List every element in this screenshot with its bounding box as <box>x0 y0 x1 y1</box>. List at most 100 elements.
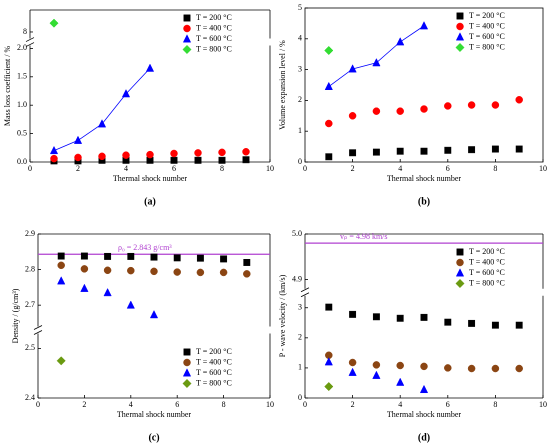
y-tick-label: 2.8 <box>25 264 35 273</box>
marker <box>149 310 159 319</box>
series-line <box>328 25 425 87</box>
marker <box>348 64 357 73</box>
marker <box>491 321 499 329</box>
legend-marker <box>182 378 192 389</box>
marker <box>372 313 380 321</box>
y-tick-label: 1 <box>298 126 302 135</box>
y-tick-label: 4.9 <box>292 274 302 283</box>
legend-marker <box>455 278 465 289</box>
x-tick-label: 2 <box>351 164 355 173</box>
marker <box>173 254 181 262</box>
legend-label: T = 200 °C <box>196 13 232 22</box>
y-tick-label: 2.0 <box>17 43 27 52</box>
y-tick-label: 2 <box>298 95 302 104</box>
y-tick-label: 1.5 <box>17 72 27 81</box>
y-tick-label: 2.9 <box>25 229 35 238</box>
marker <box>468 319 476 327</box>
marker <box>348 358 357 367</box>
y-axis-label: Density / (g/cm³) <box>11 288 20 343</box>
legend-marker <box>183 24 191 33</box>
marker <box>80 265 89 273</box>
panel-label: (a) <box>144 196 156 207</box>
marker <box>396 107 404 115</box>
marker <box>324 45 334 56</box>
marker <box>420 147 428 155</box>
axis-break-mark <box>300 287 310 293</box>
marker <box>325 153 333 161</box>
legend-label: T = 400 °C <box>469 257 505 266</box>
x-tick-label: 4 <box>398 400 402 409</box>
marker <box>194 149 202 157</box>
marker <box>349 149 357 157</box>
y-tick-label: 2.7 <box>25 300 35 309</box>
marker <box>80 283 89 292</box>
marker <box>49 145 59 155</box>
legend-marker <box>455 32 465 41</box>
marker <box>74 153 82 162</box>
marker <box>420 313 428 321</box>
marker <box>80 252 88 260</box>
marker <box>491 145 499 153</box>
marker <box>444 102 452 110</box>
legend-label: T = 400 °C <box>196 23 232 32</box>
marker <box>127 266 135 275</box>
legend-label: T = 600 °C <box>196 368 232 377</box>
x-tick-label: 6 <box>172 164 176 173</box>
marker <box>324 81 333 90</box>
marker <box>242 156 250 164</box>
legend-marker <box>182 44 192 55</box>
x-tick-label: 10 <box>539 164 547 173</box>
x-tick-label: 0 <box>303 400 307 409</box>
axis-break-gap <box>26 39 34 45</box>
legend-label: T = 800 °C <box>196 378 232 387</box>
marker <box>122 151 130 159</box>
marker <box>419 21 429 30</box>
axis-break-mark <box>25 42 35 47</box>
marker <box>396 147 404 155</box>
legend-marker <box>455 42 465 53</box>
marker <box>98 152 106 161</box>
marker <box>170 149 178 158</box>
legend-label: T = 800 °C <box>196 44 232 53</box>
y-tick-label: 2.4 <box>25 393 35 402</box>
marker <box>219 268 228 277</box>
x-tick-label: 6 <box>175 400 179 409</box>
x-tick-label: 4 <box>129 400 133 409</box>
legend-marker <box>456 12 464 20</box>
y-axis-label: Mass loss coefficient / % <box>3 46 12 127</box>
marker <box>220 255 228 263</box>
marker <box>103 266 112 275</box>
legend-marker <box>183 348 191 356</box>
marker <box>324 382 334 392</box>
reference-label: vₚ = 4.98 km/s <box>340 232 388 241</box>
marker <box>325 119 333 128</box>
marker <box>97 119 107 128</box>
marker <box>173 268 181 276</box>
x-axis-label: Thermal shock number <box>113 174 188 183</box>
legend-marker <box>456 22 464 31</box>
marker <box>243 259 251 266</box>
marker <box>396 361 404 370</box>
marker <box>57 276 66 285</box>
reference-label: ρ₀ = 2.843 g/cm³ <box>118 243 172 252</box>
legend-marker <box>182 368 192 377</box>
legend-label: T = 400 °C <box>469 21 505 30</box>
legend-label: T = 200 °C <box>469 247 505 256</box>
marker <box>126 300 135 309</box>
marker <box>218 148 226 157</box>
axis-break-mark <box>33 325 43 330</box>
legend-marker <box>456 258 464 267</box>
plot-frame <box>304 7 544 163</box>
marker <box>150 267 158 276</box>
marker <box>104 252 112 260</box>
marker <box>491 101 500 109</box>
y-tick-label: 4 <box>298 34 302 43</box>
x-tick-label: 4 <box>124 164 128 173</box>
x-tick-label: 0 <box>36 400 40 409</box>
y-tick-label: 1.0 <box>17 100 27 109</box>
x-tick-label: 8 <box>493 164 497 173</box>
marker <box>121 89 131 98</box>
x-tick-label: 10 <box>266 400 274 409</box>
marker <box>49 18 59 28</box>
